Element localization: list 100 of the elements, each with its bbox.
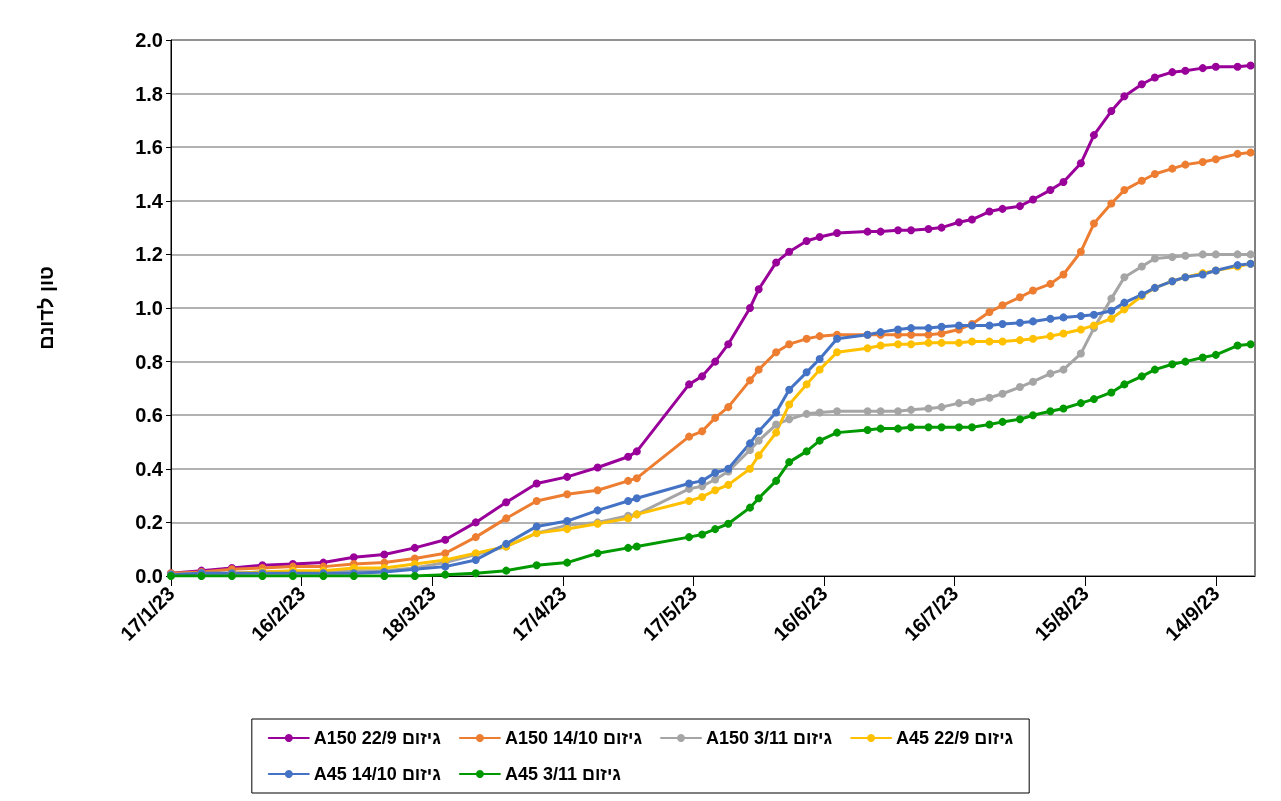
point — [754, 285, 763, 294]
point — [785, 385, 794, 394]
point — [937, 338, 946, 347]
point — [1211, 250, 1220, 259]
point — [1246, 250, 1255, 259]
point — [924, 324, 933, 333]
point — [1150, 170, 1159, 178]
point — [746, 503, 754, 512]
point — [772, 348, 781, 357]
point — [1089, 219, 1098, 228]
point — [724, 519, 733, 528]
point — [907, 226, 916, 235]
point — [802, 237, 811, 245]
point — [802, 447, 811, 456]
point — [746, 376, 754, 385]
point — [698, 427, 707, 436]
point — [471, 518, 480, 527]
point — [1137, 176, 1146, 185]
y-tick-label: 1.6 — [135, 136, 163, 159]
point — [532, 522, 541, 531]
point — [1168, 164, 1177, 173]
point — [441, 570, 450, 579]
point — [1120, 380, 1129, 389]
point — [937, 322, 946, 331]
point — [593, 463, 602, 472]
point — [754, 427, 763, 436]
point — [380, 572, 389, 580]
point — [907, 405, 916, 414]
point — [894, 340, 903, 349]
point — [502, 514, 511, 523]
point — [772, 428, 781, 437]
point — [894, 407, 903, 416]
point — [968, 397, 977, 406]
point — [632, 542, 641, 551]
y-tick-label: 0.6 — [135, 404, 163, 427]
point — [1181, 66, 1190, 75]
point — [685, 496, 694, 505]
point — [563, 472, 572, 481]
point — [1246, 148, 1255, 157]
point — [471, 555, 480, 564]
point — [1107, 107, 1116, 116]
point — [1181, 251, 1190, 260]
point — [924, 338, 933, 347]
point — [937, 423, 946, 432]
point — [1015, 415, 1024, 424]
point — [998, 204, 1007, 213]
point — [1181, 357, 1190, 366]
point — [593, 549, 602, 558]
point — [968, 423, 977, 432]
point — [1198, 64, 1207, 73]
point — [1076, 312, 1085, 321]
point — [1046, 186, 1055, 195]
point — [502, 498, 511, 507]
point — [441, 549, 450, 558]
legend-label: A45 14/10 גיזום — [313, 764, 442, 784]
point — [563, 490, 572, 499]
point — [998, 389, 1007, 398]
point — [349, 553, 358, 562]
point — [1233, 62, 1242, 71]
point — [746, 464, 754, 473]
point — [1059, 404, 1068, 413]
point — [1046, 314, 1055, 323]
y-tick-label: 1.8 — [135, 82, 163, 105]
point — [632, 494, 641, 503]
point — [1168, 360, 1177, 369]
point — [1211, 62, 1220, 71]
point — [785, 400, 794, 409]
point — [1233, 341, 1242, 350]
legend-label: A150 14/10 גיזום — [504, 728, 643, 748]
point — [802, 409, 811, 418]
point — [1028, 334, 1037, 343]
point — [1015, 293, 1024, 302]
point — [894, 424, 903, 433]
point — [1046, 369, 1055, 378]
point — [1015, 202, 1024, 211]
point — [1076, 325, 1085, 334]
point — [968, 215, 977, 224]
point — [772, 258, 781, 267]
y-tick-label: 0.0 — [135, 565, 163, 587]
point — [593, 506, 602, 515]
point — [754, 436, 763, 445]
legend-label: A45 22/9 גיזום — [896, 728, 1014, 748]
point — [746, 304, 754, 312]
point — [1059, 313, 1068, 322]
point — [532, 561, 541, 570]
point — [1089, 310, 1098, 319]
y-tick-label: 1.4 — [135, 189, 164, 212]
point — [772, 476, 781, 485]
point — [711, 468, 720, 477]
point — [863, 344, 872, 353]
point — [894, 325, 903, 334]
point — [1059, 365, 1068, 374]
point — [624, 476, 633, 485]
point — [698, 372, 707, 381]
point — [833, 348, 842, 357]
point — [815, 408, 824, 417]
point — [1198, 353, 1207, 362]
point — [985, 393, 994, 402]
point — [1120, 186, 1129, 195]
point — [907, 423, 916, 432]
